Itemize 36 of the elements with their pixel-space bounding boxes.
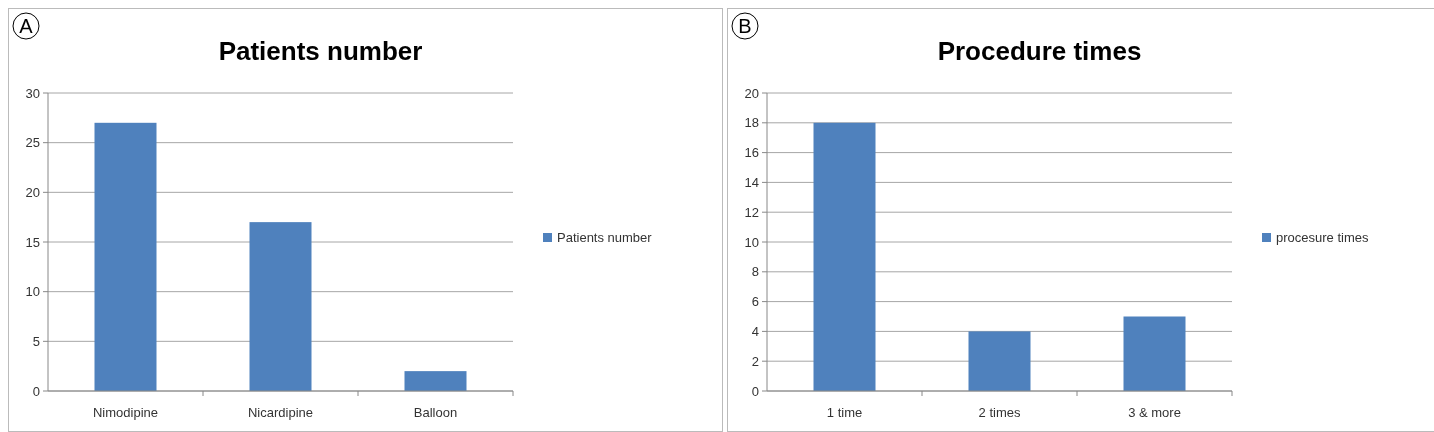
- bar: [1123, 316, 1186, 391]
- y-tick-label: 6: [751, 294, 759, 310]
- y-tick-label: 25: [25, 135, 40, 151]
- bar: [813, 122, 876, 391]
- y-tick-label: 2: [751, 353, 759, 369]
- bar: [404, 371, 467, 391]
- x-tick-label: 1 time: [826, 405, 863, 420]
- x-tick-label: 3 & more: [1128, 405, 1181, 420]
- text: B: [738, 15, 752, 37]
- x-tick-label: Balloon: [413, 405, 458, 420]
- y-tick-label: 8: [751, 264, 759, 280]
- chart-title: Patients number: [218, 36, 423, 66]
- y-tick-label: 15: [25, 234, 40, 250]
- y-tick-label: 0: [751, 383, 759, 399]
- y-tick-label: 10: [25, 284, 40, 300]
- bar: [968, 331, 1031, 391]
- y-tick-label: 0: [32, 383, 40, 399]
- y-tick-label: 14: [744, 174, 759, 190]
- y-tick-label: 12: [744, 204, 759, 220]
- y-tick-label: 10: [744, 234, 759, 250]
- chart-title: Procedure times: [937, 36, 1142, 66]
- y-tick-label: 5: [32, 333, 40, 349]
- y-tick-label: 4: [751, 323, 759, 339]
- x-tick-label: Nimodipine: [92, 405, 159, 420]
- text: A: [19, 15, 34, 37]
- x-tick-label: 2 times: [978, 405, 1021, 420]
- bar: [94, 122, 157, 391]
- bar: [249, 222, 312, 391]
- y-tick-label: 16: [744, 145, 759, 161]
- legend-label: Patients number: [557, 230, 653, 245]
- y-tick-label: 30: [25, 85, 40, 101]
- x-tick-label: Nicardipine: [247, 405, 314, 420]
- legend-label: procesure times: [1276, 230, 1369, 245]
- y-tick-label: 20: [744, 85, 759, 101]
- y-tick-label: 20: [25, 184, 40, 200]
- y-tick-label: 18: [744, 115, 759, 131]
